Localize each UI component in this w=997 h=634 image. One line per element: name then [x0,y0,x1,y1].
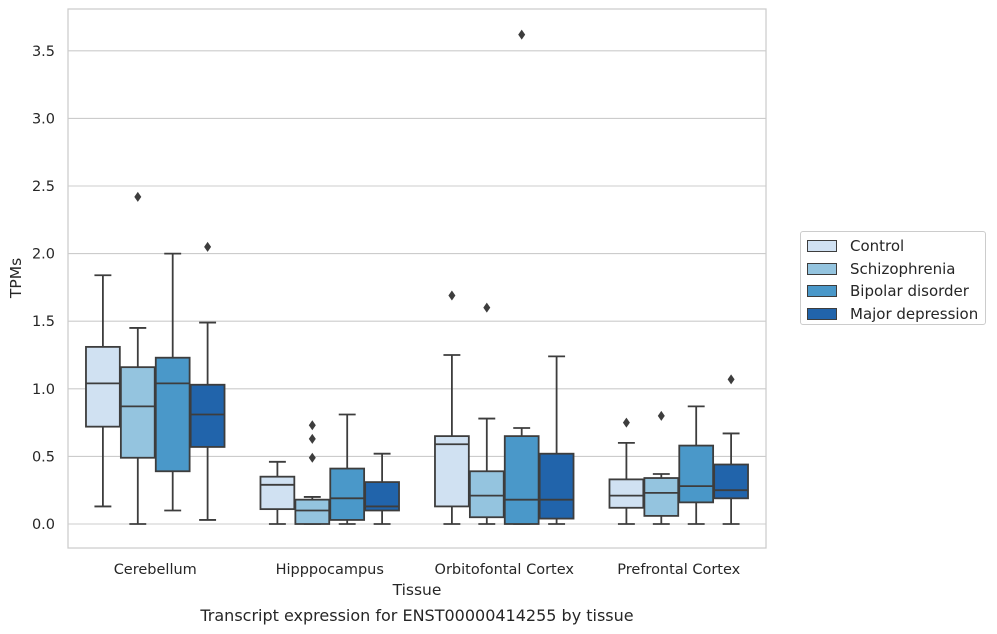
y-axis-label: TPMs [7,258,25,299]
box [154,356,191,473]
box-group [713,374,749,525]
box-group [364,452,400,525]
outlier-point [483,302,491,313]
legend-swatch [807,285,837,298]
x-tick-label: Cerebellum [114,562,197,578]
outlier-point [134,191,142,202]
y-tick-label: 3.5 [32,44,55,60]
box-group [189,241,226,521]
box [259,475,296,511]
outlier-point [204,241,212,252]
box [643,477,680,517]
y-tick-label: 2.0 [32,247,55,263]
outlier-point [518,29,526,40]
y-tick-label: 2.5 [32,179,55,195]
box-plot-series [85,29,749,525]
y-tick-label: 1.5 [32,314,55,330]
legend-label: Major depression [850,304,979,323]
outlier-point [308,452,316,463]
box [294,498,331,525]
legend-swatch [807,240,837,253]
box [713,463,749,500]
outlier-point [657,410,665,421]
legend: Control Schizophrenia Bipolar disorder Majo… [800,231,986,325]
box [119,366,156,459]
box-group [154,252,191,512]
y-tick-label: 3.0 [32,111,55,127]
outlier-point [622,417,630,428]
box-group [608,417,645,525]
x-tick-labels: Cerebellum Hipppocampus Orbitofontal Corte… [114,562,741,578]
legend-item: Schizophrenia [807,258,985,281]
legend-swatch [807,262,837,275]
outlier-point [448,290,456,301]
x-tick-label: Prefrontal Cortex [617,562,740,578]
x-tick-label: Hipppocampus [276,562,384,578]
legend-item: Control [807,235,985,258]
legend-swatch [807,307,837,320]
box [329,467,366,521]
chart-title: Transcript expression for ENST0000041425… [200,606,634,625]
plot-frame [67,8,767,549]
box [538,452,575,520]
box-group [119,191,156,525]
box-group [294,420,331,525]
outlier-point [727,374,735,385]
outlier-point [308,420,316,431]
legend-label: Control [850,237,905,256]
y-tick-label: 0.5 [32,449,55,465]
box-group [503,29,540,525]
x-tick-label: Orbitofontal Cortex [435,562,575,578]
box-group [643,410,680,525]
legend-label: Schizophrenia [850,259,956,278]
outlier-point [308,433,316,444]
box [678,444,715,504]
box-group [538,355,575,525]
box-group [678,405,715,525]
box-group [259,460,296,525]
legend-label: Bipolar disorder [850,282,969,301]
box-group [468,302,505,525]
legend-item: Bipolar disorder [807,280,985,303]
box-group [85,274,121,508]
x-axis-label: Tissue [392,581,442,599]
box-group [434,290,470,525]
legend-item: Major depression [807,303,985,326]
box [608,478,645,509]
y-tick-label: 1.0 [32,382,55,398]
box [189,383,226,448]
y-tick-label: 0.0 [32,517,55,533]
box [468,470,505,519]
box [85,345,121,428]
box [503,435,540,525]
box-group [329,413,366,525]
box [434,435,470,508]
y-tick-labels: 0.0 0.5 1.0 1.5 2.0 2.5 3.0 3.5 [32,44,55,533]
